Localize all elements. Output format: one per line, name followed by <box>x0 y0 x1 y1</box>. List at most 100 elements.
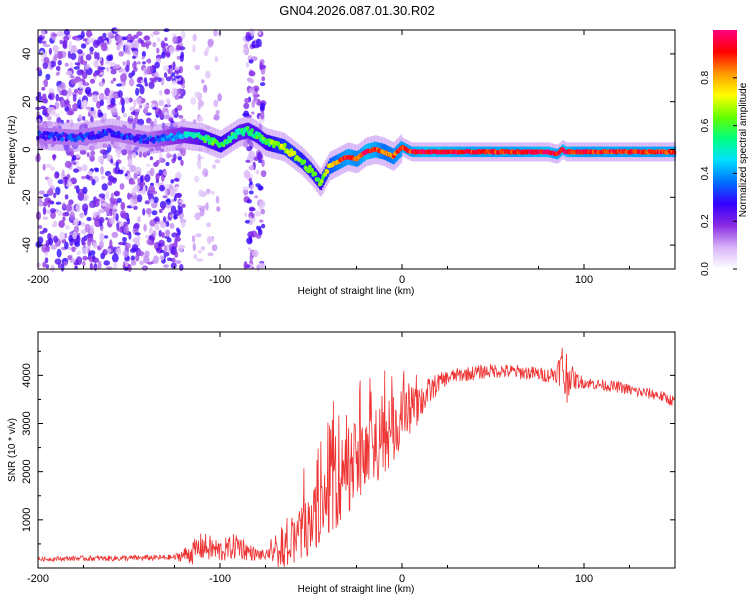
spectrogram-noise-dot <box>146 66 150 75</box>
spectrogram-noise-dot <box>123 113 127 118</box>
spectrogram-noise-dot <box>178 95 184 99</box>
spectrogram-noise-dot <box>192 33 197 42</box>
spectrogram-noise-dot <box>130 255 136 261</box>
spectrogram-noise-dot <box>245 31 250 36</box>
spectrogram-noise-dot <box>107 104 115 108</box>
spectrogram-noise-dot <box>84 89 91 94</box>
spectrogram-noise-dot <box>92 257 99 264</box>
spectrogram-noise-dot <box>169 223 175 229</box>
spectrogram-noise-dot <box>133 40 139 49</box>
spectrogram-noise-dot <box>89 78 96 84</box>
spectrogram-noise-dot <box>64 62 69 67</box>
spectrogram-noise-dot <box>150 100 158 104</box>
spectrogram-noise-dot <box>65 98 70 108</box>
spectrogram-noise-dot <box>168 65 173 69</box>
snr-y-axis-label: SNR (10 * v/v) <box>7 418 18 482</box>
spectrogram-noise-dot <box>54 173 58 179</box>
spectrogram-noise-dot <box>68 40 73 50</box>
spectrogram-noise-dot <box>175 260 182 264</box>
spectrogram-noise-dot <box>57 31 64 37</box>
spectrogram-noise-dot <box>254 195 259 199</box>
spectrogram-noise-dot <box>205 188 211 195</box>
spectrogram-noise-dot <box>216 206 221 212</box>
spectrogram-noise-dot <box>125 260 129 268</box>
spectrogram-noise-dot <box>174 75 181 79</box>
spectrogram-noise-dot <box>258 29 262 36</box>
spectrogram-ridge-body <box>319 173 321 190</box>
spectrogram-noise-dot <box>92 242 98 249</box>
spectrogram-noise-dot <box>251 111 255 115</box>
spectrogram-noise-dot <box>82 82 90 86</box>
spectrogram-noise-dot <box>197 104 202 111</box>
spectrogram-noise-dot <box>69 75 75 79</box>
spectrogram-noise-dot <box>73 168 79 173</box>
spectrogram-noise-dot <box>136 83 143 88</box>
spectrogram-noise-dot <box>55 93 60 102</box>
spectrogram-ridge-body <box>304 156 307 172</box>
snr-x-tick-label: 0 <box>399 573 405 585</box>
spectrogram-noise-dot <box>171 257 176 263</box>
spectrogram-ridge-core <box>292 150 297 156</box>
spectrogram-noise-dot <box>242 112 250 117</box>
spectrogram-noise-dot <box>159 255 165 261</box>
spectrogram-noise-dot <box>45 264 50 269</box>
spectrogram-noise-dot <box>132 200 137 205</box>
spectrogram-noise-dot <box>200 246 206 251</box>
spectrogram-noise-dot <box>201 79 205 84</box>
spectrogram-noise-dot <box>106 55 112 62</box>
spectrogram-noise-dot <box>143 224 147 232</box>
spectrogram-noise-dot <box>181 203 186 208</box>
spectrogram-noise-dot <box>122 213 127 219</box>
spectrogram-noise-dot <box>249 221 253 226</box>
colorbar-tick-label: 0.4 <box>700 166 711 180</box>
spectrogram-noise-dot <box>99 240 104 249</box>
spectrogram-noise-dot <box>42 106 47 112</box>
spectrogram-noise-dot <box>177 204 181 211</box>
spectrogram-noise-dot <box>84 223 91 233</box>
spectrogram-noise-dot <box>115 247 122 255</box>
spectrogram-noise-dot <box>114 64 121 69</box>
spectrogram-noise-dot <box>100 175 106 180</box>
spectrogram-noise-dot <box>121 149 128 156</box>
colorbar-tick-label: 0.8 <box>700 70 711 84</box>
spectrogram-noise-dot <box>242 186 250 191</box>
spectrogram-noise-dot <box>175 185 179 193</box>
spectrogram-noise-dot <box>137 250 144 257</box>
snr-x-tick-label: -100 <box>209 573 231 585</box>
spectrogram-noise-dot <box>136 31 143 36</box>
spectrogram-noise-dot <box>171 72 176 77</box>
spectrogram-ridge-core <box>143 134 147 139</box>
spectrogram-noise-dot <box>261 223 266 229</box>
spectrogram-noise-dot <box>248 177 252 183</box>
snr-x-tick-label: -200 <box>27 573 49 585</box>
spectrogram-noise-dot <box>154 61 160 69</box>
spectrogram-ridge-core <box>74 137 78 143</box>
figure-title: GN04.2026.087.01.30.R02 <box>279 3 434 18</box>
spectrogram-noise-dot <box>51 108 56 117</box>
spectrogram-noise-dot <box>129 115 134 119</box>
spectrogram-noise-dot <box>36 262 41 268</box>
spectrogram-noise-dot <box>115 115 121 121</box>
spectrogram-noise-dot <box>248 59 254 64</box>
spectrogram-noise-dot <box>73 161 77 165</box>
spectrogram-noise-dot <box>164 88 171 95</box>
spectrogram-noise-dot <box>109 217 115 225</box>
spectrogram-noise-dot <box>70 52 77 61</box>
spectrogram-noise-dot <box>196 160 202 168</box>
spectrogram-noise-dot <box>199 209 205 217</box>
spectrogram-noise-dot <box>165 98 170 103</box>
spectrogram-noise-dot <box>249 207 256 212</box>
spectrogram-noise-dot <box>254 210 261 217</box>
spectrogram-noise-dot <box>163 252 170 257</box>
spectrogram-noise-dot <box>37 200 45 207</box>
spectrogram-noise-dot <box>43 202 48 207</box>
spectrogram-noise-dot <box>146 239 152 245</box>
spectrogram-noise-dot <box>97 260 102 269</box>
spectrogram-noise-dot <box>179 54 184 62</box>
spectrogram-noise-dot <box>147 58 152 64</box>
spectrogram-noise-dot <box>120 201 126 211</box>
spectrogram-noise-dot <box>127 149 133 156</box>
spectrogram-noise-dot <box>118 51 124 57</box>
spectrogram-noise-dot <box>60 99 65 109</box>
spectrogram-noise-dot <box>210 191 215 195</box>
